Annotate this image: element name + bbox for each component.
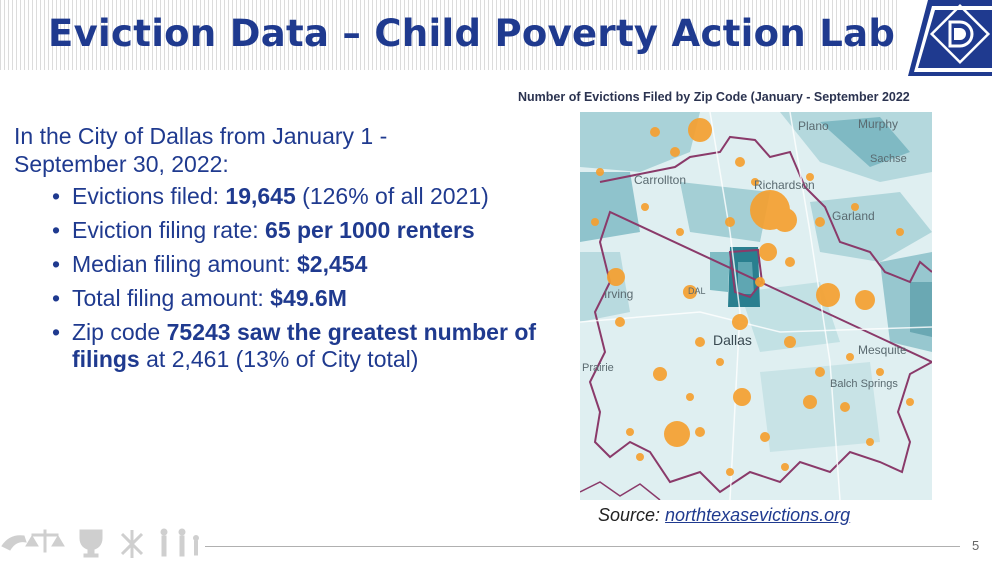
- city-emblem-icon: [929, 3, 991, 65]
- map-label-prairie: Prairie: [582, 362, 614, 374]
- chart-title: Number of Evictions Filed by Zip Code (J…: [518, 90, 910, 104]
- bullet-icon: •: [52, 217, 61, 243]
- map-label-balch-springs: Balch Springs: [830, 378, 898, 390]
- list-item: • Evictions filed: 19,645 (126% of all 2…: [52, 183, 489, 209]
- bullet-icon: •: [52, 183, 61, 209]
- map-label-murphy: Murphy: [858, 117, 898, 131]
- scales-icon: [25, 529, 65, 553]
- family-icon: [160, 528, 199, 557]
- map-label-dal: DAL: [688, 286, 706, 296]
- intro-text: In the City of Dallas from January 1 - S…: [14, 123, 388, 177]
- map-label-plano: Plano: [798, 119, 829, 133]
- dallas-logo: [892, 0, 992, 80]
- page-title: Eviction Data – Child Poverty Action Lab: [48, 12, 896, 55]
- bullet-icon: •: [52, 251, 61, 277]
- title-band: [0, 0, 900, 70]
- footer-icons: [0, 514, 205, 559]
- map-label-dallas: Dallas: [713, 332, 752, 348]
- map-label-mesquite: Mesquite: [858, 343, 907, 357]
- map-label-carrollton: Carrollton: [634, 173, 686, 187]
- hand-icon: [1, 535, 27, 551]
- eviction-map: Plano Murphy Sachse Carrollton Richardso…: [579, 111, 935, 501]
- snowflake-icon: [120, 530, 144, 558]
- map-label-richardson: Richardson: [754, 178, 815, 192]
- footer-divider: [205, 546, 960, 547]
- list-item: • Total filing amount: $49.6M: [52, 285, 347, 311]
- source-link[interactable]: northtexasevictions.org: [665, 505, 851, 525]
- trophy-icon: [79, 529, 103, 558]
- stats-list: • Evictions filed: 19,645 (126% of all 2…: [50, 183, 540, 380]
- list-item: • Eviction filing rate: 65 per 1000 rente…: [52, 217, 475, 243]
- page-number: 5: [972, 538, 980, 553]
- list-item: • Zip code 75243 saw the greatest number …: [52, 319, 537, 372]
- bullet-icon: •: [52, 285, 61, 311]
- map-label-garland: Garland: [832, 209, 875, 223]
- source-citation: Source: northtexasevictions.org: [598, 505, 851, 525]
- list-item: • Median filing amount: $2,454: [52, 251, 368, 277]
- map-label-sachse: Sachse: [870, 153, 907, 165]
- map-label-irving: Irving: [604, 287, 633, 301]
- bullet-icon: •: [52, 319, 61, 345]
